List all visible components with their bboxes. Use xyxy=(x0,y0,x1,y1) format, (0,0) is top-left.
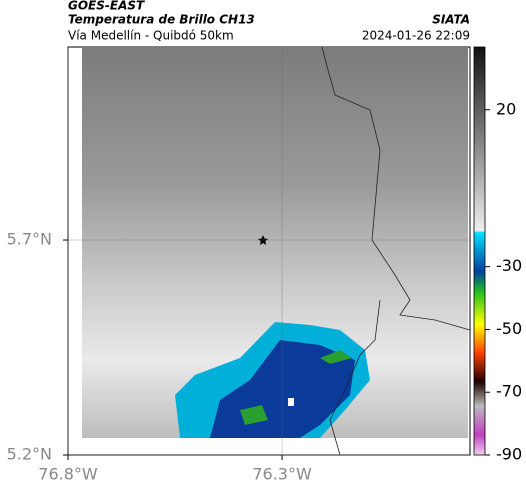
x-tick-label: 76.3°W xyxy=(252,465,312,484)
colorbar xyxy=(473,46,486,456)
colorbar-label: -50 xyxy=(496,319,522,338)
border xyxy=(329,299,381,456)
y-tick-label: 5.2°N xyxy=(7,445,52,464)
colorbar-label: -30 xyxy=(496,256,522,275)
brand: SIATA xyxy=(432,13,470,27)
source: GOES-EAST xyxy=(68,0,145,13)
cloud-coldest xyxy=(240,350,352,425)
colorbar-label: -70 xyxy=(496,382,522,401)
colorbar-label: 20 xyxy=(496,99,516,118)
timestamp: 2024-01-26 22:09 xyxy=(362,29,470,43)
gap xyxy=(288,398,294,406)
x-tick-label: 76.8°W xyxy=(38,465,98,484)
colorbar-label: -90 xyxy=(496,445,522,464)
title: Temperatura de Brillo CH13 xyxy=(68,13,255,27)
region: Vía Medellín - Quibdó 50km xyxy=(68,29,234,43)
y-tick-label: 5.7°N xyxy=(7,230,52,249)
